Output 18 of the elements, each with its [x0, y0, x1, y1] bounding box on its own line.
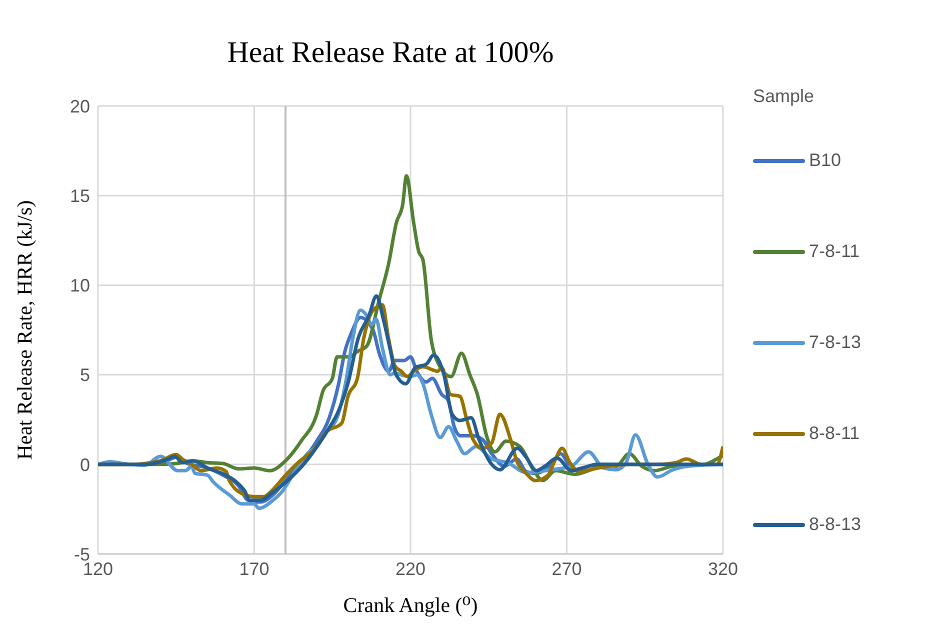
x-tick-label: 170: [239, 558, 270, 579]
legend-label: 7-8-11: [809, 241, 860, 262]
legend-label: 8-8-13: [809, 514, 862, 535]
legend-title: Sample: [753, 86, 816, 107]
y-axis-title: Heat Release Rate, HRR (kJ/s): [12, 200, 36, 460]
x-axis-title: Crank Angle (⁰): [343, 593, 478, 617]
y-tick-label: 15: [70, 186, 90, 206]
y-tick-label: 10: [70, 276, 90, 296]
x-tick-label: 220: [395, 558, 426, 579]
legend-label: 8-8-11: [809, 423, 860, 444]
legend-label: 7-8-13: [809, 332, 862, 353]
x-tick-label: 270: [552, 558, 582, 579]
y-tick-label: 0: [80, 454, 90, 475]
y-tick-label: 20: [70, 96, 90, 116]
y-tick-label: 5: [80, 365, 90, 386]
chart-title: Heat Release Rate at 100%: [226, 35, 555, 71]
legend-label: B10: [809, 150, 842, 171]
x-tick-label: 320: [708, 558, 738, 579]
